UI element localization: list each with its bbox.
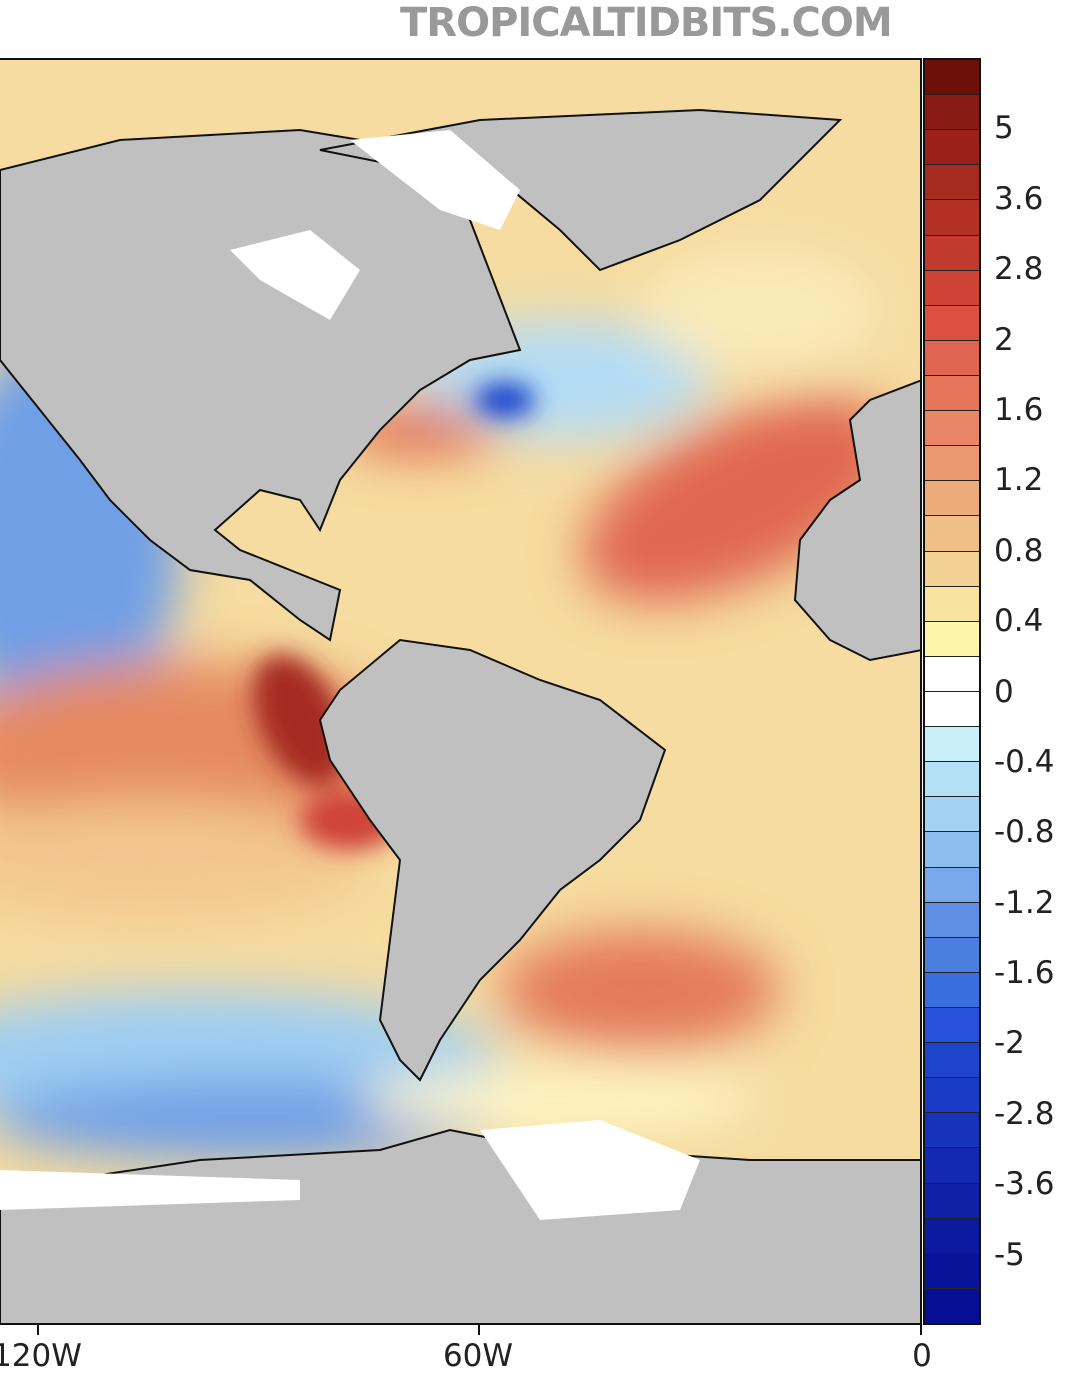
colorbar-swatch (925, 867, 979, 903)
colorbar-label: -3.6 (994, 1166, 1055, 1203)
north-america (0, 128, 522, 642)
colorbar-swatch (925, 656, 979, 692)
colorbar-swatch (925, 60, 979, 96)
sst-anomaly-map (0, 58, 922, 1325)
colorbar-label: 2.8 (994, 251, 1044, 288)
colorbar-swatch (925, 551, 979, 587)
x-label-60w: 60W (442, 1338, 514, 1374)
colorbar-label: -0.4 (994, 743, 1055, 780)
colorbar-label: 0.4 (994, 603, 1044, 640)
colorbar-label: 2 (994, 321, 1014, 358)
colorbar-swatch (925, 1218, 979, 1254)
colorbar-swatch (925, 727, 979, 763)
colorbar-swatch (925, 832, 979, 868)
colorbar-label: 0 (994, 673, 1014, 710)
colorbar-swatch (925, 270, 979, 306)
colorbar-swatch (925, 1183, 979, 1219)
colorbar-swatch (925, 235, 979, 271)
colorbar-label: -5 (994, 1236, 1025, 1273)
colorbar-swatch (925, 972, 979, 1008)
colorbar-label: -1.2 (994, 884, 1055, 921)
colorbar-swatch (925, 621, 979, 657)
colorbar-label: -2 (994, 1025, 1025, 1062)
map-canvas (0, 60, 920, 1323)
colorbar-swatch (925, 1007, 979, 1044)
colorbar-swatch (925, 1113, 979, 1149)
colorbar-swatch (925, 165, 979, 201)
colorbar-swatch (925, 586, 979, 622)
colorbar-swatch (925, 446, 979, 482)
colorbar-swatch (925, 516, 979, 552)
colorbar-swatch (925, 411, 979, 447)
colorbar-label: -1.6 (994, 955, 1055, 992)
colorbar-swatch (925, 305, 979, 341)
colorbar-swatch (925, 375, 979, 412)
colorbar-swatch (925, 1288, 979, 1323)
colorbar-swatch (925, 902, 979, 938)
colorbar-label: 1.2 (994, 462, 1044, 499)
colorbar-swatch (925, 1043, 979, 1079)
site-watermark: TROPICALTIDBITS.COM (400, 0, 893, 46)
colorbar-label: 5 (994, 110, 1014, 147)
ice (0, 130, 700, 1220)
colorbar-swatch (925, 1253, 979, 1289)
colorbar-swatch (925, 762, 979, 798)
colorbar-swatch (925, 200, 979, 236)
colorbar-swatch (925, 691, 979, 728)
x-label-0: 0 (912, 1338, 932, 1374)
colorbar-swatch (925, 340, 979, 376)
colorbar-swatch (925, 797, 979, 833)
colorbar (923, 58, 981, 1325)
colorbar-label: 3.6 (994, 180, 1044, 217)
south-america (318, 638, 667, 1082)
colorbar-swatch (925, 481, 979, 517)
x-label-120w: 120W (0, 1338, 82, 1374)
colorbar-swatch (925, 130, 979, 166)
x-tick (478, 1325, 480, 1335)
colorbar-label: 0.8 (994, 532, 1044, 569)
africa (793, 379, 920, 662)
colorbar-label: -2.8 (994, 1095, 1055, 1132)
colorbar-swatch (925, 1078, 979, 1114)
colorbar-swatch (925, 95, 979, 131)
colorbar-swatch (925, 1148, 979, 1184)
x-tick (37, 1325, 39, 1335)
x-tick (920, 1325, 922, 1335)
colorbar-swatch (925, 937, 979, 973)
colorbar-label: 1.6 (994, 391, 1044, 428)
colorbar-label: -0.8 (994, 814, 1055, 851)
